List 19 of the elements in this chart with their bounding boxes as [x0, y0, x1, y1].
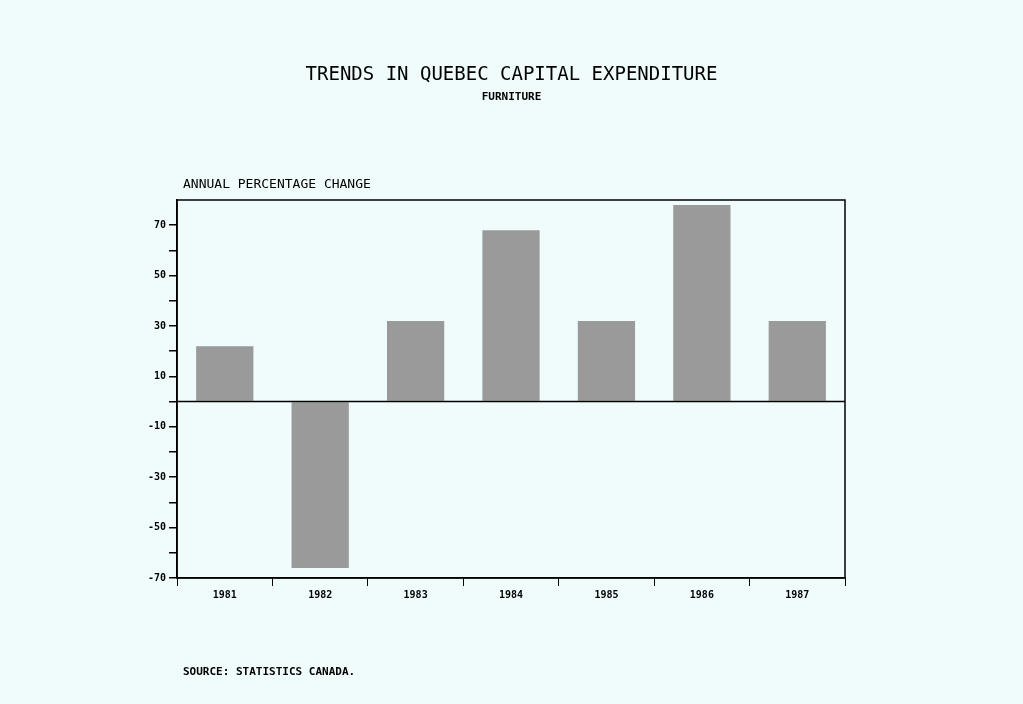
x-tick-label: 1987 — [785, 588, 810, 600]
source-note: SOURCE: STATISTICS CANADA. — [183, 665, 356, 678]
y-tick-label: 50 — [154, 269, 167, 281]
x-tick-label: 1984 — [498, 588, 524, 600]
chart-subtitle: FURNITURE — [480, 90, 543, 103]
y-tick-label: 10 — [154, 369, 167, 381]
y-tick-label: -50 — [148, 521, 167, 533]
y-tick-label: -10 — [148, 420, 167, 432]
y-tick-label: -30 — [148, 470, 167, 482]
x-tick-label: 1981 — [212, 588, 237, 600]
x-tick-label: 1983 — [403, 588, 428, 600]
x-tick-label: 1986 — [689, 588, 714, 600]
chart-title: TRENDS IN QUEBEC CAPITAL EXPENDITURE — [304, 62, 719, 84]
y-tick-label: 30 — [154, 319, 167, 331]
y-tick-label: 70 — [154, 218, 167, 230]
x-tick-label: 1985 — [594, 588, 619, 600]
x-tick-label: 1982 — [308, 588, 333, 600]
y-axis-title: ANNUAL PERCENTAGE CHANGE — [183, 176, 371, 191]
y-tick-label: -70 — [148, 571, 167, 583]
